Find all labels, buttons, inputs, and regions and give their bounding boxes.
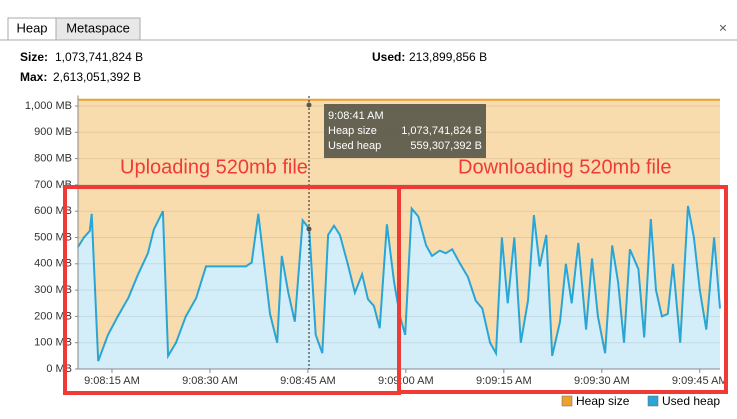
tooltip-key: Used heap <box>328 140 381 152</box>
tab-label[interactable]: Metaspace <box>66 20 130 35</box>
legend-swatch <box>561 395 573 407</box>
legend-swatch <box>647 395 659 407</box>
y-tick-label: 700 MB <box>34 179 72 191</box>
x-tick-label: 9:09:00 AM <box>378 375 434 387</box>
x-tick-label: 9:09:45 AM <box>672 375 728 387</box>
series-line <box>77 205 721 362</box>
y-tick-label: 400 MB <box>34 258 72 270</box>
x-tick-label: 9:08:45 AM <box>280 375 336 387</box>
hover-dot <box>306 226 312 232</box>
tooltip-key: Heap size <box>328 125 377 137</box>
highlight-box <box>397 185 728 394</box>
tab[interactable] <box>55 17 141 41</box>
x-tick-label: 9:08:15 AM <box>84 375 140 387</box>
x-tick-label: 9:09:30 AM <box>574 375 630 387</box>
tab-label[interactable]: Heap <box>16 20 47 35</box>
tooltip-value: 559,307,392 B <box>410 140 482 152</box>
y-tick-label: 300 MB <box>34 284 72 296</box>
y-tick-label: 500 MB <box>34 231 72 243</box>
x-tick-label: 9:08:30 AM <box>182 375 238 387</box>
y-tick-label: 600 MB <box>34 205 72 217</box>
hover-dot <box>306 102 312 108</box>
x-tick-label: 9:09:15 AM <box>476 375 532 387</box>
legend-label: Used heap <box>662 394 720 408</box>
y-tick-label: 900 MB <box>34 126 72 138</box>
info-label: Max: <box>20 70 47 84</box>
y-tick-label: 800 MB <box>34 153 72 165</box>
y-tick-label: 1,000 MB <box>25 100 72 112</box>
annotation: Uploading 520mb file <box>120 156 308 178</box>
legend-label: Heap size <box>576 394 630 408</box>
close-button[interactable]: × <box>719 20 727 36</box>
info-value: 2,613,051,392 B <box>53 70 141 84</box>
annotation: Downloading 520mb file <box>458 156 671 178</box>
y-tick-label: 0 MB <box>46 363 72 375</box>
info-label: Size: <box>20 50 48 64</box>
legend: Heap size Used heap <box>561 394 720 408</box>
info-label: Used: <box>372 50 405 64</box>
tooltip-value: 1,073,741,824 B <box>401 125 482 137</box>
tooltip <box>324 104 486 158</box>
tooltip-time: 9:08:41 AM <box>328 110 384 122</box>
info-value: 1,073,741,824 B <box>55 50 143 64</box>
y-tick-label: 100 MB <box>34 337 72 349</box>
info-value: 213,899,856 B <box>409 50 487 64</box>
y-tick-label: 200 MB <box>34 310 72 322</box>
